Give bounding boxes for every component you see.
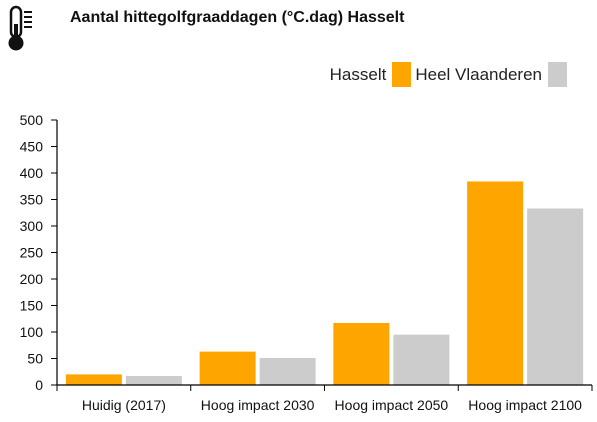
legend-item-hasselt: Hasselt <box>330 62 412 87</box>
legend-swatch-hasselt <box>392 62 412 87</box>
legend-label-heel-vlaanderen: Heel Vlaanderen <box>415 64 542 84</box>
bar-heel-vlaanderen-3 <box>527 208 584 385</box>
y-tick-label: 250 <box>20 245 44 261</box>
y-tick-label: 200 <box>20 271 44 287</box>
y-tick-label: 300 <box>20 218 44 234</box>
legend-swatch-heel-vlaanderen <box>548 62 567 87</box>
bar-hasselt-2 <box>333 322 390 385</box>
y-tick-label: 350 <box>20 192 44 208</box>
y-tick-label: 150 <box>20 298 44 314</box>
chart-title: Aantal hittegolfgraaddagen (°C.dag) Hass… <box>70 9 405 26</box>
x-category-label: Hoog impact 2050 <box>335 397 449 413</box>
x-category-label: Huidig (2017) <box>82 397 166 413</box>
y-tick-label: 500 <box>20 112 44 128</box>
thermometer-icon <box>4 4 38 52</box>
y-tick-label: 100 <box>20 324 44 340</box>
x-category-label: Hoog impact 2100 <box>468 397 582 413</box>
bar-heel-vlaanderen-0 <box>125 375 182 385</box>
bar-hasselt-0 <box>65 374 122 385</box>
y-tick-label: 400 <box>20 165 44 181</box>
x-category-label: Hoog impact 2030 <box>201 397 315 413</box>
bar-hasselt-3 <box>467 181 524 385</box>
y-tick-label: 0 <box>35 377 43 393</box>
legend-item-heel-vlaanderen: Heel Vlaanderen <box>411 62 567 87</box>
bar-heel-vlaanderen-1 <box>259 357 316 385</box>
legend-label-hasselt: Hasselt <box>329 64 387 84</box>
bar-heel-vlaanderen-2 <box>393 334 450 385</box>
y-tick-label: 450 <box>20 139 44 155</box>
legend: Hasselt Heel Vlaanderen <box>330 62 567 87</box>
y-tick-label: 50 <box>27 351 43 367</box>
bar-hasselt-1 <box>199 351 256 385</box>
